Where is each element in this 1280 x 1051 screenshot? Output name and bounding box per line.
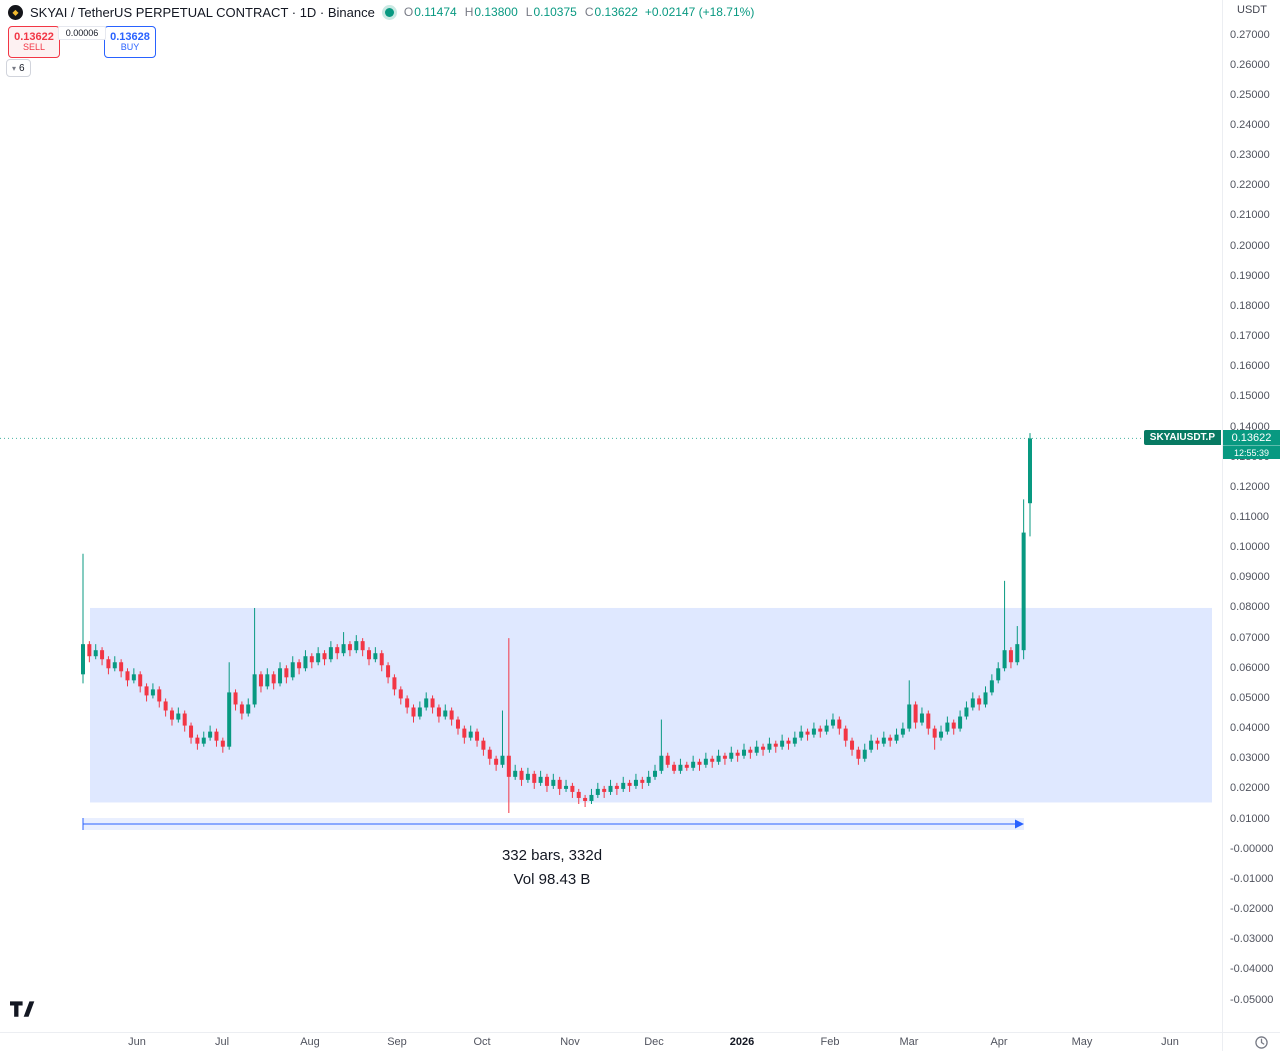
symbol-title[interactable]: SKYAI / TetherUS PERPETUAL CONTRACT · 1D… [30,4,375,20]
chart-canvas[interactable] [0,0,1222,1032]
ohlc-item: C0.13622 [584,5,638,19]
time-tick-label: Feb [820,1036,840,1048]
market-status-icon [384,7,394,17]
ohlc-item: O0.11474 [403,5,457,19]
price-tick-label: 0.04000 [1230,722,1270,735]
price-tick-label: 0.09000 [1230,571,1270,584]
price-line-symbol-text: SKYAIUSDT.P [1149,432,1215,444]
chevron-down-icon: ▾ [12,63,17,73]
price-tick-label: 0.20000 [1230,239,1270,252]
price-tick-label: 0.26000 [1230,58,1270,71]
price-tick-label: 0.17000 [1230,330,1270,343]
price-tick-label: 0.10000 [1230,541,1270,554]
time-tick-label: Nov [560,1036,580,1048]
price-tick-label: 0.27000 [1230,28,1270,41]
price-tick-label: 0.23000 [1230,149,1270,162]
measure-tool-label: 332 bars, 332d Vol 98.43 B [452,847,652,888]
spread-value: 0.00006 [58,26,106,40]
clock-icon [1255,1035,1268,1049]
sell-price: 0.13622 [14,31,54,43]
price-tick-label: 0.21000 [1230,209,1270,222]
time-tick-label: Oct [473,1036,491,1048]
price-tick-label: 0.02000 [1230,782,1270,795]
price-tick-label: 0.18000 [1230,299,1270,312]
price-tick-label: 0.25000 [1230,88,1270,101]
price-tick-label: -0.05000 [1230,993,1274,1006]
price-tick-label: 0.19000 [1230,269,1270,282]
chart-header: ◆ SKYAI / TetherUS PERPETUAL CONTRACT · … [0,0,1230,24]
time-tick-label: May [1071,1036,1093,1048]
currency-label[interactable]: USDT [1237,4,1267,16]
buy-price: 0.13628 [110,31,150,43]
time-tick-label: Sep [387,1036,407,1048]
time-tick-label: Jun [1161,1036,1179,1048]
buy-label: BUY [120,42,140,53]
price-tick-label: 0.16000 [1230,360,1270,373]
indicators-collapse-button[interactable]: ▾ 6 [6,59,31,77]
time-tick-label: 2026 [729,1036,755,1048]
price-tick-label: 0.14000 [1230,420,1270,433]
price-axis[interactable]: USDT 0.27000 0.26000 0.25000 0.24000 0.23000… [1222,0,1280,1032]
timezone-button[interactable] [1222,1032,1280,1051]
ohlc-item: L0.10375 [525,5,577,19]
price-tick-label: 0.24000 [1230,118,1270,131]
time-axis[interactable]: Jun Jul Aug Sep Oct Nov Dec 2026 Feb Mar Apr May Jun [0,1032,1222,1051]
last-price-value: 0.13622 [1231,431,1272,444]
ohlc-item: H0.13800 [464,5,518,19]
collapsed-count: 6 [19,62,25,74]
last-price-badge: 0.13622 [1223,430,1280,446]
time-tick-label: Aug [300,1036,320,1048]
price-tick-label: -0.00000 [1230,842,1274,855]
binance-exchange-icon: ◆ [8,4,23,20]
buy-button[interactable]: 0.13628 BUY [104,26,156,58]
price-line-symbol-badge: SKYAIUSDT.P [1143,430,1221,446]
price-tick-label: -0.04000 [1230,963,1274,976]
tradingview-logo-icon [10,1001,35,1017]
time-tick-label: Apr [990,1036,1008,1048]
price-tick-label: -0.01000 [1230,872,1274,885]
price-tick-label: 0.07000 [1230,631,1270,644]
time-tick-label: Mar [899,1036,919,1048]
sell-label: SELL [22,42,46,53]
price-tick-label: 0.03000 [1230,752,1270,765]
bar-countdown-value: 12:55:39 [1233,447,1270,458]
price-tick-label: 0.01000 [1230,812,1270,825]
sell-button[interactable]: 0.13622 SELL [8,26,60,58]
time-tick-label: Jun [128,1036,146,1048]
price-tick-label: 0.22000 [1230,179,1270,192]
selection-region[interactable] [90,607,1212,803]
measure-volume-text: Vol 98.43 B [513,871,591,888]
price-tick-label: 0.12000 [1230,480,1270,493]
date-range-measure[interactable] [82,818,1024,830]
price-tick-label: -0.02000 [1230,903,1274,916]
price-tick-label: 0.08000 [1230,601,1270,614]
tradingview-logo[interactable] [10,1001,37,1023]
ohlc-values: O0.11474 H0.13800 L0.10375 C0.13622 [404,5,638,19]
price-change: +0.02147 (+18.71%) [644,5,755,19]
price-tick-label: -0.03000 [1230,933,1274,946]
price-tick-label: 0.05000 [1230,691,1270,704]
time-tick-label: Dec [644,1036,664,1048]
price-tick-label: 0.15000 [1230,390,1270,403]
measure-arrow [1015,819,1024,829]
bar-countdown-badge: 12:55:39 [1223,445,1280,460]
order-widget: 0.13622 SELL 0.00006 0.13628 BUY [8,26,156,58]
price-tick-label: 0.11000 [1230,511,1269,523]
measure-bars-text: 332 bars, 332d [501,847,603,864]
price-tick-label: 0.06000 [1230,661,1270,674]
time-tick-label: Jul [214,1036,230,1048]
